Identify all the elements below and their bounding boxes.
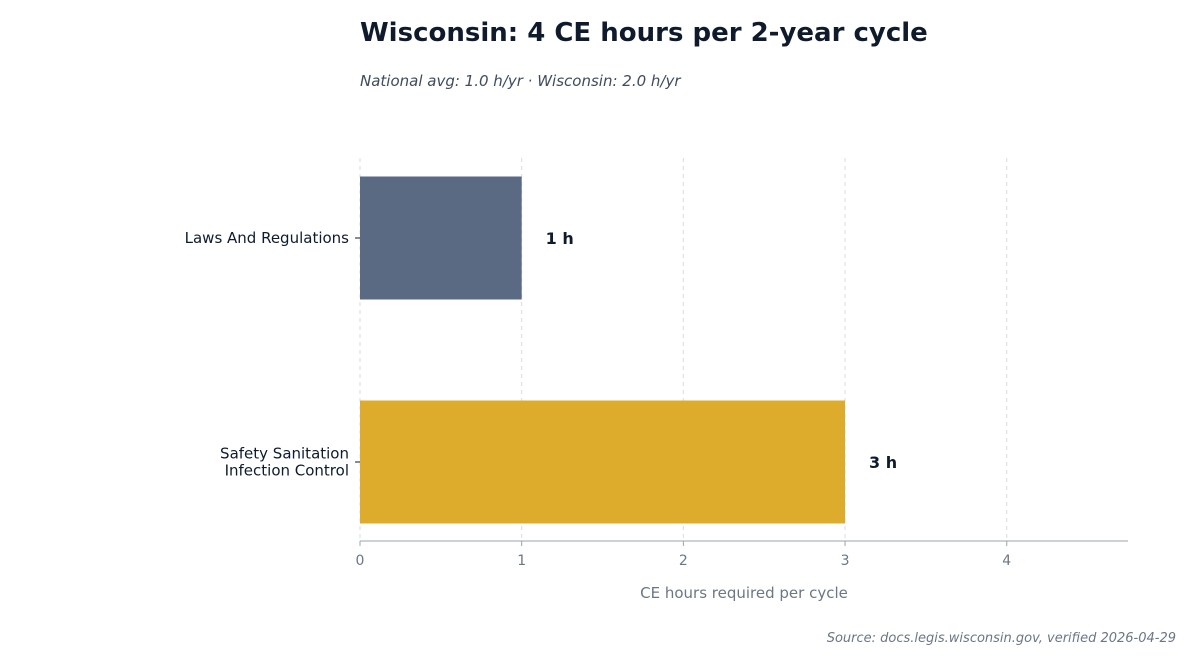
category-label: Infection Control: [225, 462, 349, 480]
source-note: Source: docs.legis.wisconsin.gov, verifi…: [826, 631, 1176, 646]
x-tick-label: 2: [679, 553, 688, 569]
category-label: Laws And Regulations: [185, 229, 350, 247]
x-tick-label: 3: [841, 553, 850, 569]
chart-subtitle: National avg: 1.0 h/yr · Wisconsin: 2.0 …: [360, 72, 681, 90]
x-axis-title: CE hours required per cycle: [640, 584, 848, 602]
data-label: 3 h: [869, 453, 897, 472]
bar: [360, 400, 846, 524]
data-labels: 1 h 3 h: [546, 229, 897, 472]
x-tick-label: 1: [517, 553, 526, 569]
x-tick-label: 4: [1002, 553, 1011, 569]
category-label: Safety Sanitation: [220, 445, 349, 463]
x-tick-label: 0: [356, 553, 365, 569]
data-label: 1 h: [546, 229, 574, 248]
bar: [360, 176, 522, 300]
chart-title: Wisconsin: 4 CE hours per 2-year cycle: [360, 18, 928, 48]
bars: [360, 176, 846, 524]
axes: 0 1 2 3 4 Laws And Regulations Safety Sanitati…: [185, 229, 1128, 569]
